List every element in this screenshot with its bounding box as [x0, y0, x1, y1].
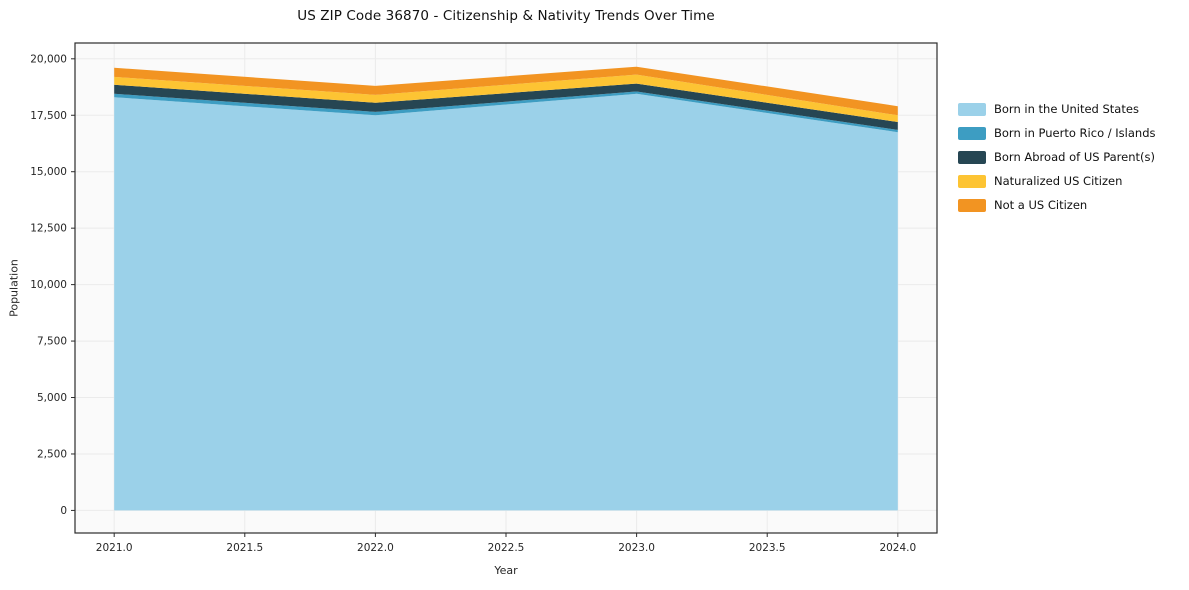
- legend-item-born-abroad-of-us-parent-s: Born Abroad of US Parent(s): [958, 150, 1156, 164]
- legend-swatch: [958, 126, 986, 140]
- y-axis-label: Population: [7, 259, 21, 317]
- axis-ticks: 0 2,500 5,000 7,500 10,000 12,500 15,000 17,500…: [30, 53, 916, 554]
- y-tick-label: 2,500: [37, 448, 67, 460]
- x-tick-label: 2023.0: [618, 542, 655, 554]
- legend-label: Born Abroad of US Parent(s): [994, 150, 1155, 164]
- x-tick-label: 2022.5: [488, 542, 525, 554]
- y-tick-label: 0: [60, 505, 67, 517]
- area-born-in-the-united-states: [114, 93, 898, 511]
- legend-swatch: [958, 198, 986, 212]
- x-tick-label: 2023.5: [749, 542, 786, 554]
- legend-label: Naturalized US Citizen: [994, 174, 1123, 188]
- legend-swatch: [958, 174, 986, 188]
- area-naturalized-us-citizen: [114, 74, 898, 122]
- x-tick-label: 2024.0: [879, 542, 916, 554]
- chart-title: US ZIP Code 36870 - Citizenship & Nativi…: [297, 8, 715, 24]
- area-born-in-puerto-rico-islands: [114, 91, 898, 133]
- x-tick-label: 2021.5: [226, 542, 263, 554]
- x-tick-label: 2021.0: [96, 542, 133, 554]
- x-axis-label: Year: [494, 564, 518, 577]
- y-tick-label: 5,000: [37, 392, 67, 404]
- legend-label: Not a US Citizen: [994, 198, 1088, 212]
- legend-item-not-a-us-citizen: Not a US Citizen: [958, 198, 1156, 212]
- legend-item-born-in-puerto-rico-islands: Born in Puerto Rico / Islands: [958, 126, 1156, 140]
- legend-label: Born in Puerto Rico / Islands: [994, 126, 1156, 140]
- legend-swatch: [958, 102, 986, 116]
- y-tick-label: 7,500: [37, 336, 67, 348]
- stacked-areas: [114, 66, 898, 511]
- y-tick-label: 15,000: [30, 166, 67, 178]
- area-born-abroad-of-us-parent-s: [114, 83, 898, 130]
- legend-swatch: [958, 150, 986, 164]
- area-not-a-us-citizen: [114, 66, 898, 116]
- y-tick-label: 20,000: [30, 53, 67, 65]
- legend-item-born-in-the-united-states: Born in the United States: [958, 102, 1156, 116]
- legend-item-naturalized-us-citizen: Naturalized US Citizen: [958, 174, 1156, 188]
- legend: Born in the United States Born in Puerto …: [958, 102, 1156, 212]
- y-tick-label: 10,000: [30, 279, 67, 291]
- y-tick-label: 12,500: [30, 223, 67, 235]
- legend-label: Born in the United States: [994, 102, 1139, 116]
- y-tick-label: 17,500: [30, 110, 67, 122]
- x-tick-label: 2022.0: [357, 542, 394, 554]
